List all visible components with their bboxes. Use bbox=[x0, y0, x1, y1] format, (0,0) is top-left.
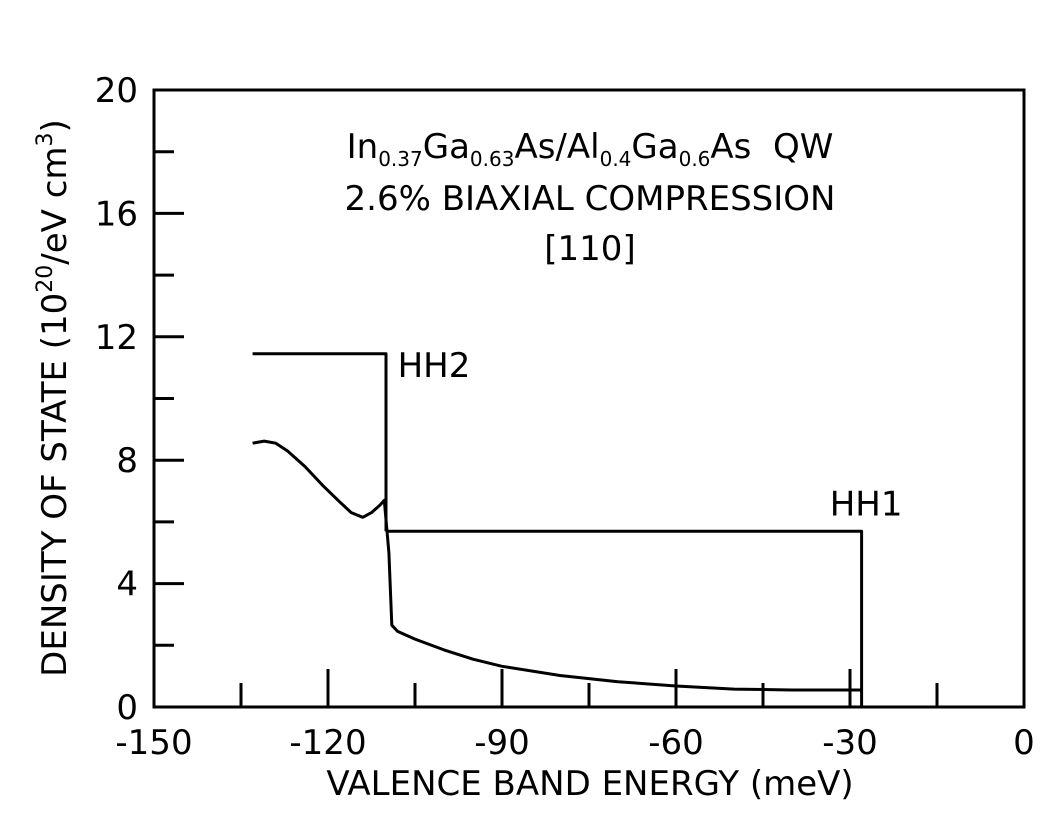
chart-title-line1: In0.37Ga0.63As/Al0.4Ga0.6As QW bbox=[347, 127, 834, 171]
chart-series bbox=[252, 352, 864, 707]
x-axis-label: VALENCE BAND ENERGY (meV) bbox=[326, 764, 853, 804]
x-tick-label: -60 bbox=[648, 723, 704, 763]
y-tick-label: 8 bbox=[116, 441, 138, 481]
chart-title-line3: [110] bbox=[544, 229, 635, 269]
annotation-hh2: HH2 bbox=[398, 346, 471, 386]
chart-title-line2: 2.6% BIAXIAL COMPRESSION bbox=[345, 179, 836, 219]
y-axis-label: DENSITY OF STATE (1020/eV cm3) bbox=[33, 119, 75, 677]
y-tick-label: 16 bbox=[95, 194, 138, 234]
series-line-hh1 bbox=[386, 529, 864, 707]
annotation-hh1: HH1 bbox=[830, 485, 903, 525]
y-tick-label: 4 bbox=[116, 565, 138, 605]
series-line-hh2 bbox=[252, 352, 388, 532]
chart-annotations: HH2 HH1 bbox=[398, 346, 903, 525]
axis-tick-labels: -150 -120 -90 -60 -30 0 0 4 8 12 16 20 bbox=[95, 71, 1035, 763]
y-tick-label: 20 bbox=[95, 71, 138, 111]
x-tick-label: -30 bbox=[822, 723, 878, 763]
x-tick-label: -150 bbox=[115, 723, 192, 763]
x-tick-label: 0 bbox=[1013, 723, 1035, 763]
series-line-3 bbox=[252, 439, 862, 692]
y-tick-label: 12 bbox=[95, 318, 138, 358]
axis-ticks bbox=[154, 150, 939, 707]
y-tick-label: 0 bbox=[116, 688, 138, 728]
x-tick-label: -120 bbox=[289, 723, 366, 763]
x-tick-label: -90 bbox=[474, 723, 530, 763]
